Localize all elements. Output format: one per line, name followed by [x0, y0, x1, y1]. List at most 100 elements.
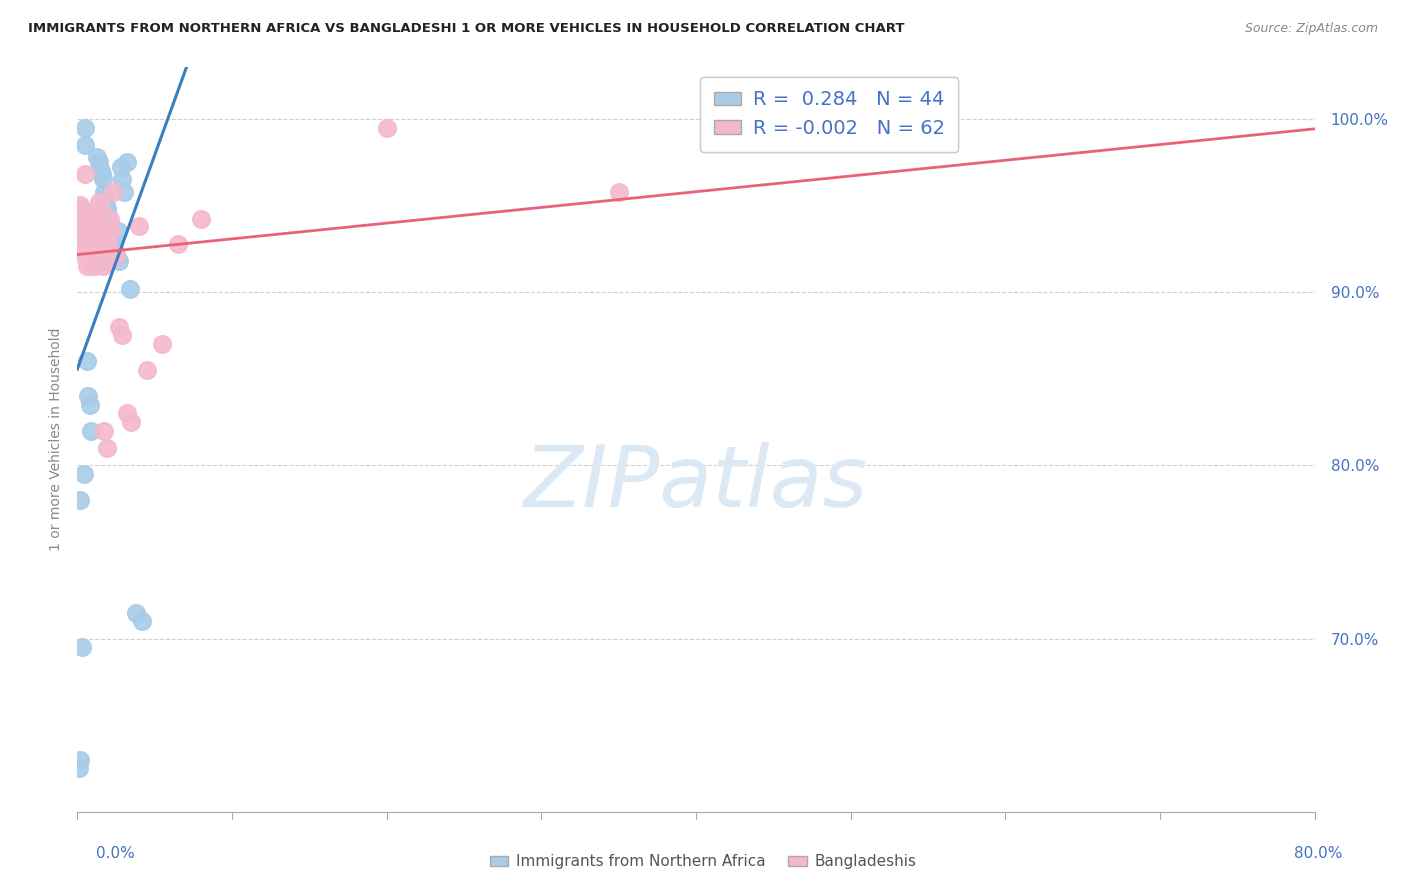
- Point: [103, 247, 125, 261]
- Point: [69, 224, 91, 238]
- Point: [96, 207, 118, 221]
- Point: [86, 150, 108, 164]
- Point: [76, 354, 98, 368]
- Point: [125, 606, 148, 620]
- Point: [70, 640, 93, 655]
- Point: [100, 224, 122, 238]
- Point: [108, 319, 131, 334]
- Point: [70, 233, 93, 247]
- Point: [67, 761, 90, 775]
- Point: [79, 398, 101, 412]
- Point: [89, 247, 111, 261]
- Point: [100, 224, 122, 238]
- Point: [94, 198, 117, 212]
- Point: [80, 242, 103, 256]
- Point: [82, 259, 104, 273]
- Point: [75, 167, 96, 181]
- Point: [82, 212, 104, 227]
- Point: [96, 441, 118, 455]
- Point: [96, 202, 118, 216]
- Point: [80, 424, 103, 438]
- Point: [84, 233, 107, 247]
- Point: [69, 492, 91, 507]
- Point: [93, 185, 115, 199]
- Point: [190, 212, 212, 227]
- Point: [90, 164, 112, 178]
- Point: [76, 216, 98, 230]
- Point: [108, 253, 131, 268]
- Point: [98, 216, 121, 230]
- Point: [90, 233, 112, 247]
- Point: [86, 219, 108, 234]
- Point: [84, 216, 107, 230]
- Point: [121, 415, 143, 429]
- Point: [101, 236, 124, 251]
- Point: [83, 224, 105, 238]
- Point: [100, 229, 122, 244]
- Point: [72, 219, 94, 234]
- Point: [112, 185, 135, 199]
- Point: [72, 467, 94, 481]
- Point: [105, 247, 127, 261]
- Point: [607, 185, 630, 199]
- Point: [77, 216, 100, 230]
- Point: [93, 236, 115, 251]
- Point: [97, 212, 120, 227]
- Point: [101, 185, 124, 199]
- Point: [90, 253, 111, 268]
- Point: [75, 251, 96, 265]
- Point: [87, 194, 110, 209]
- Legend: R =  0.284   N = 44, R = -0.002   N = 62: R = 0.284 N = 44, R = -0.002 N = 62: [700, 77, 959, 152]
- Point: [77, 229, 100, 244]
- Point: [91, 167, 114, 181]
- Y-axis label: 1 or more Vehicles in Household: 1 or more Vehicles in Household: [49, 327, 63, 551]
- Point: [101, 233, 124, 247]
- Point: [80, 224, 103, 238]
- Point: [107, 224, 129, 238]
- Point: [152, 337, 174, 351]
- Point: [86, 242, 108, 256]
- Point: [118, 282, 141, 296]
- Point: [115, 406, 138, 420]
- Point: [91, 242, 114, 256]
- Point: [94, 194, 117, 209]
- Point: [131, 614, 153, 628]
- Point: [90, 202, 111, 216]
- Legend: Immigrants from Northern Africa, Bangladeshis: Immigrants from Northern Africa, Banglad…: [484, 848, 922, 875]
- Point: [72, 242, 94, 256]
- Point: [79, 219, 101, 234]
- Point: [79, 207, 101, 221]
- Point: [115, 155, 138, 169]
- Point: [87, 155, 110, 169]
- Point: [75, 137, 96, 152]
- Point: [86, 242, 108, 256]
- Point: [136, 363, 159, 377]
- Point: [87, 212, 110, 227]
- Point: [83, 236, 105, 251]
- Point: [111, 172, 134, 186]
- Point: [75, 120, 96, 135]
- Point: [77, 236, 100, 251]
- Point: [70, 207, 93, 221]
- Point: [76, 259, 98, 273]
- Point: [94, 229, 117, 244]
- Point: [83, 224, 105, 238]
- Point: [167, 236, 190, 251]
- Point: [103, 242, 125, 256]
- Text: 0.0%: 0.0%: [96, 846, 135, 861]
- Point: [67, 216, 90, 230]
- Point: [73, 212, 96, 227]
- Text: ZIPatlas: ZIPatlas: [524, 442, 868, 525]
- Text: Source: ZipAtlas.com: Source: ZipAtlas.com: [1244, 22, 1378, 36]
- Point: [80, 233, 103, 247]
- Point: [98, 212, 121, 227]
- Point: [83, 259, 105, 273]
- Point: [97, 253, 120, 268]
- Point: [91, 172, 114, 186]
- Point: [69, 753, 91, 767]
- Point: [70, 202, 93, 216]
- Text: 80.0%: 80.0%: [1295, 846, 1343, 861]
- Text: IMMIGRANTS FROM NORTHERN AFRICA VS BANGLADESHI 1 OR MORE VEHICLES IN HOUSEHOLD C: IMMIGRANTS FROM NORTHERN AFRICA VS BANGL…: [28, 22, 904, 36]
- Point: [84, 229, 107, 244]
- Point: [69, 198, 91, 212]
